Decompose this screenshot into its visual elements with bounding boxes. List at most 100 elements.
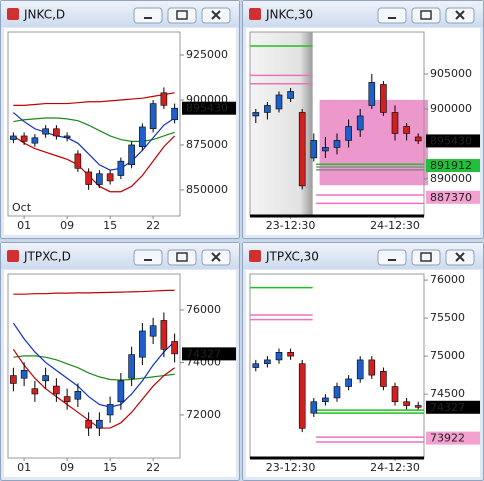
window-icon xyxy=(249,8,261,20)
button-glyph xyxy=(420,252,432,262)
minimize-button[interactable] xyxy=(133,7,163,24)
indicator-line xyxy=(12,112,175,171)
x-tick-label: 09 xyxy=(60,219,74,232)
candle-body xyxy=(322,147,329,152)
button-glyph xyxy=(211,10,221,20)
candle-body xyxy=(20,135,28,142)
button-glyph xyxy=(176,252,188,262)
candle-body xyxy=(368,359,376,376)
price-label: 895430 xyxy=(430,134,472,147)
candle-body xyxy=(42,128,49,135)
candle-body xyxy=(106,404,114,416)
candle-body xyxy=(63,135,71,139)
candle-body xyxy=(149,325,157,337)
candle-body xyxy=(20,370,28,379)
candle-body xyxy=(10,375,17,384)
price-label: 74327 xyxy=(186,347,221,360)
plot-frame xyxy=(7,273,181,459)
chart-area xyxy=(4,270,236,477)
price-label-box xyxy=(426,190,480,204)
chart-window: JNKC,30 890000 900000 905000 23-12:30 24-12:3… xyxy=(242,0,484,239)
y-tick-label: 850000 xyxy=(186,183,228,196)
y-tick-label: 76000 xyxy=(186,303,221,316)
x-tick-label: 15 xyxy=(103,219,117,232)
candle-body xyxy=(31,137,39,144)
restore-button[interactable] xyxy=(411,249,441,266)
y-tick-label: 890000 xyxy=(430,172,472,185)
candle-body xyxy=(264,359,271,365)
candle-body xyxy=(275,94,283,110)
candle-body xyxy=(252,112,260,117)
button-glyph xyxy=(211,252,221,262)
x-tick-label: 09 xyxy=(60,461,74,474)
candle-body xyxy=(160,320,168,350)
candle-body xyxy=(171,341,178,355)
price-label: 891912 xyxy=(430,159,472,172)
button-glyph xyxy=(455,252,465,262)
y-tick-label: 74500 xyxy=(430,387,465,400)
plot-frame xyxy=(7,31,181,217)
x-tick-label: 24-12:30 xyxy=(370,461,420,474)
restore-button[interactable] xyxy=(167,7,197,24)
window-icon xyxy=(249,250,261,262)
y-tick-label: 925000 xyxy=(186,48,228,61)
button-glyph xyxy=(455,10,465,20)
candle-body xyxy=(10,135,17,140)
candle-body xyxy=(128,144,135,166)
candle-body xyxy=(85,171,92,185)
candle-body xyxy=(106,173,114,182)
minimize-button[interactable] xyxy=(377,249,407,266)
indicator-line xyxy=(13,289,175,295)
candle-body xyxy=(298,363,306,429)
candle-body xyxy=(333,140,341,148)
price-label-box xyxy=(426,134,480,148)
restore-button[interactable] xyxy=(411,7,441,24)
candle-body xyxy=(287,91,294,99)
candle-body xyxy=(63,396,71,403)
candle-body xyxy=(96,419,103,429)
title-bar xyxy=(243,1,483,27)
indicator-line xyxy=(13,135,176,193)
x-tick-label: 22 xyxy=(146,219,160,232)
candle-body xyxy=(171,107,178,121)
candle-body xyxy=(345,126,352,141)
y-tick-label: 75000 xyxy=(430,349,465,362)
restore-button[interactable] xyxy=(167,249,197,266)
title-bar xyxy=(243,243,483,269)
candle-body xyxy=(368,82,376,106)
price-label: 73922 xyxy=(430,432,465,445)
candle-body xyxy=(310,401,318,414)
x-tick-label: 15 xyxy=(103,461,117,474)
candle-body xyxy=(345,378,352,387)
candle-body xyxy=(414,405,422,408)
window-title: JNKC,30 xyxy=(265,8,313,22)
candle-body xyxy=(128,354,135,379)
y-tick-label: 76000 xyxy=(430,273,465,286)
period-label: Oct xyxy=(12,201,32,214)
y-tick-label: 72000 xyxy=(186,408,221,421)
minimize-button[interactable] xyxy=(133,249,163,266)
price-label-box xyxy=(426,400,480,414)
candle-body xyxy=(333,386,341,399)
window-icon xyxy=(7,8,19,20)
candle-body xyxy=(117,160,125,176)
candle-body xyxy=(391,386,399,403)
candle-body xyxy=(53,385,60,395)
y-tick-label: 905000 xyxy=(430,67,472,80)
minimize-button[interactable] xyxy=(377,7,407,24)
indicator-line xyxy=(12,348,175,429)
candle-body xyxy=(139,330,146,358)
price-label-box xyxy=(426,431,480,445)
candle-body xyxy=(252,363,260,368)
candle-body xyxy=(275,352,283,361)
price-label-box xyxy=(182,347,236,361)
candle-body xyxy=(264,105,271,113)
y-tick-label: 900000 xyxy=(430,102,472,115)
window-title: JTPXC,30 xyxy=(265,250,319,264)
window-title: JNKC,D xyxy=(23,8,65,22)
candle-body xyxy=(160,92,168,106)
candle-body xyxy=(356,359,364,380)
x-tick-label: 24-12:30 xyxy=(370,219,420,232)
